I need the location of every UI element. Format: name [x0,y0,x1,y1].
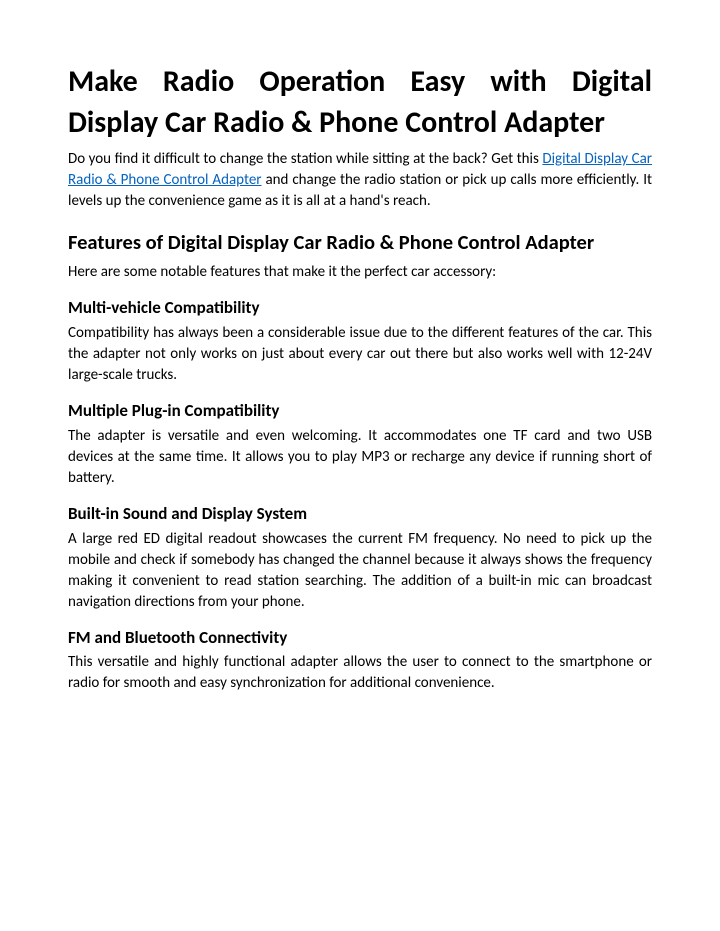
section-body: A large red ED digital readout showcases… [68,529,652,613]
document-title: Make Radio Operation Easy with Digital D… [68,62,652,143]
section-heading: Built-in Sound and Display System [68,503,652,526]
section-heading: FM and Bluetooth Connectivity [68,627,652,650]
section-heading: Multi-vehicle Compatibility [68,297,652,320]
features-heading: Features of Digital Display Car Radio & … [68,228,652,258]
section-heading: Multiple Plug-in Compatibility [68,400,652,423]
intro-paragraph: Do you find it difficult to change the s… [68,149,652,212]
intro-text-pre: Do you find it difficult to change the s… [68,150,542,168]
section-body: This versatile and highly functional ada… [68,652,652,694]
features-lead: Here are some notable features that make… [68,262,652,283]
section-body: Compatibility has always been a consider… [68,323,652,386]
section-body: The adapter is versatile and even welcom… [68,426,652,489]
